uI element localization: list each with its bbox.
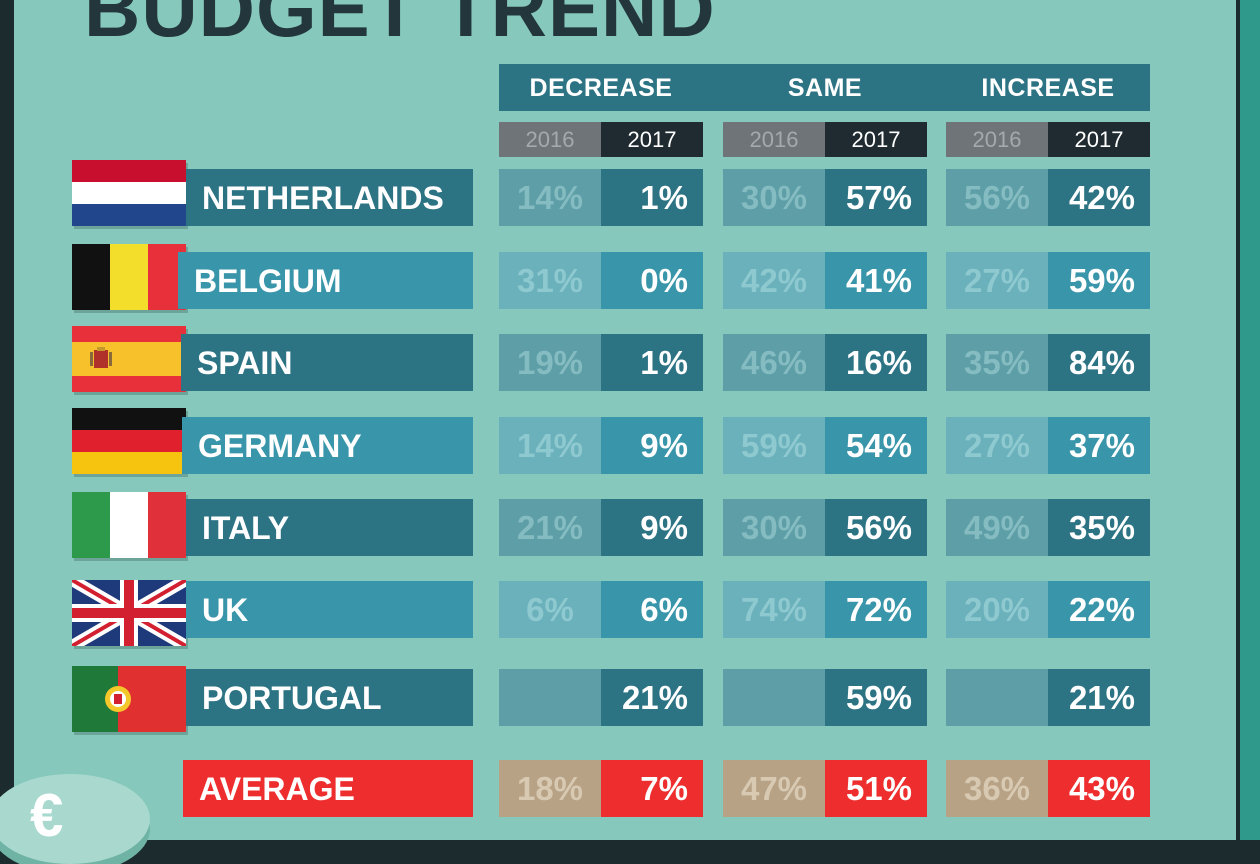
value-spain-same-2016: 46%	[723, 334, 825, 391]
value-belgium-same-2017: 41%	[825, 252, 927, 309]
value-average-increase-2016: 36%	[946, 760, 1048, 817]
value-italy-decrease-2016: 21%	[499, 499, 601, 556]
category-header-increase: INCREASE	[981, 74, 1115, 102]
euro-icon: €	[30, 782, 64, 849]
country-label-germany: GERMANY	[182, 417, 473, 474]
value-belgium-same-2016: 42%	[723, 252, 825, 309]
netherlands-flag	[72, 160, 186, 226]
category-header-bar	[499, 64, 1150, 111]
year-header-increase-2017: 2017	[1048, 122, 1150, 157]
value-italy-decrease-2017: 9%	[601, 499, 703, 556]
value-belgium-decrease-2016: 31%	[499, 252, 601, 309]
country-label-italy: ITALY	[186, 499, 473, 556]
value-uk-same-2017: 72%	[825, 581, 927, 638]
country-label-uk: UK	[186, 581, 473, 638]
year-header-same-2017: 2017	[825, 122, 927, 157]
country-label-average: AVERAGE	[183, 760, 473, 817]
value-uk-increase-2017: 22%	[1048, 581, 1150, 638]
value-spain-same-2017: 16%	[825, 334, 927, 391]
value-netherlands-decrease-2017: 1%	[601, 169, 703, 226]
country-label-portugal: PORTUGAL	[186, 669, 473, 726]
value-portugal-increase-2017: 21%	[1048, 669, 1150, 726]
country-label-netherlands: NETHERLANDS	[186, 169, 473, 226]
value-average-decrease-2017: 7%	[601, 760, 703, 817]
value-uk-decrease-2017: 6%	[601, 581, 703, 638]
value-italy-increase-2016: 49%	[946, 499, 1048, 556]
year-header-same-2016: 2016	[723, 122, 825, 157]
germany-flag	[72, 408, 186, 474]
year-header-decrease-2016: 2016	[499, 122, 601, 157]
value-portugal-increase-2016	[946, 669, 1048, 726]
value-uk-decrease-2016: 6%	[499, 581, 601, 638]
value-portugal-same-2017: 59%	[825, 669, 927, 726]
category-header-decrease: DECREASE	[529, 74, 673, 102]
value-portugal-same-2016	[723, 669, 825, 726]
value-spain-decrease-2016: 19%	[499, 334, 601, 391]
page-title: BUDGET TREND	[84, 0, 716, 53]
value-average-same-2016: 47%	[723, 760, 825, 817]
belgium-flag	[72, 244, 186, 310]
value-germany-decrease-2017: 9%	[601, 417, 703, 474]
uk-flag	[72, 580, 186, 646]
value-uk-increase-2016: 20%	[946, 581, 1048, 638]
value-germany-same-2017: 54%	[825, 417, 927, 474]
category-header-same: SAME	[787, 74, 863, 102]
value-germany-same-2016: 59%	[723, 417, 825, 474]
country-label-spain: SPAIN	[181, 334, 473, 391]
value-germany-increase-2016: 27%	[946, 417, 1048, 474]
right-edge-stripe	[1240, 0, 1260, 840]
value-belgium-increase-2016: 27%	[946, 252, 1048, 309]
year-header-decrease-2017: 2017	[601, 122, 703, 157]
spain-flag	[72, 326, 186, 392]
value-average-decrease-2016: 18%	[499, 760, 601, 817]
value-netherlands-same-2017: 57%	[825, 169, 927, 226]
value-spain-increase-2017: 84%	[1048, 334, 1150, 391]
value-germany-decrease-2016: 14%	[499, 417, 601, 474]
portugal-flag	[72, 666, 186, 732]
value-uk-same-2016: 74%	[723, 581, 825, 638]
value-average-increase-2017: 43%	[1048, 760, 1150, 817]
value-italy-same-2016: 30%	[723, 499, 825, 556]
value-belgium-increase-2017: 59%	[1048, 252, 1150, 309]
year-header-increase-2016: 2016	[946, 122, 1048, 157]
value-spain-increase-2016: 35%	[946, 334, 1048, 391]
coin-icon	[0, 774, 150, 864]
value-portugal-decrease-2017: 21%	[601, 669, 703, 726]
value-netherlands-decrease-2016: 14%	[499, 169, 601, 226]
country-label-belgium: BELGIUM	[178, 252, 473, 309]
value-germany-increase-2017: 37%	[1048, 417, 1150, 474]
italy-flag	[72, 492, 186, 558]
value-italy-same-2017: 56%	[825, 499, 927, 556]
value-average-same-2017: 51%	[825, 760, 927, 817]
value-belgium-decrease-2017: 0%	[601, 252, 703, 309]
value-netherlands-increase-2017: 42%	[1048, 169, 1150, 226]
value-netherlands-increase-2016: 56%	[946, 169, 1048, 226]
value-netherlands-same-2016: 30%	[723, 169, 825, 226]
value-portugal-decrease-2016	[499, 669, 601, 726]
value-italy-increase-2017: 35%	[1048, 499, 1150, 556]
value-spain-decrease-2017: 1%	[601, 334, 703, 391]
